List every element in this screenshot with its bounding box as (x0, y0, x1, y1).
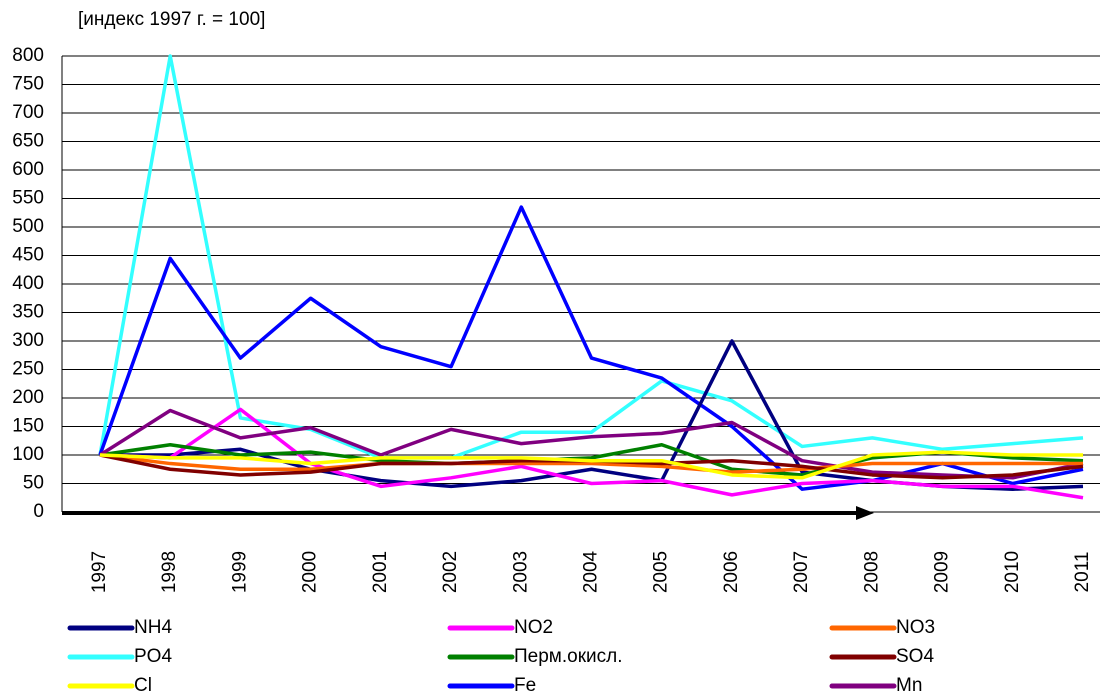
x-tick-label: 2010 (1002, 551, 1023, 593)
legend-label: PO4 (134, 646, 172, 667)
y-tick-label: 750 (12, 74, 44, 95)
y-tick-label: 800 (12, 45, 44, 66)
x-tick-label: 1999 (229, 551, 250, 593)
y-tick-label: 650 (12, 131, 44, 152)
x-tick-label: 2006 (721, 551, 742, 593)
series-line (99, 450, 1083, 480)
y-tick-label: 200 (12, 387, 44, 408)
y-tick-label: 700 (12, 102, 44, 123)
series-line (99, 453, 1083, 474)
x-tick-label: 2004 (581, 550, 602, 593)
y-tick-label: 350 (12, 302, 44, 323)
y-tick-label: 50 (23, 473, 44, 494)
legend-label: Перм.окисл. (514, 646, 623, 667)
series-line (99, 407, 1084, 500)
legend-label: NO3 (896, 617, 935, 638)
legend-label: NO2 (514, 617, 553, 638)
legend-label: Cl (134, 675, 152, 696)
y-tick-label: 250 (12, 359, 44, 380)
y-tick-label: 500 (12, 216, 44, 237)
x-tick-label: 2003 (510, 551, 531, 593)
x-tick-label: 2009 (932, 551, 953, 593)
x-tick-label: 2011 (1072, 552, 1093, 593)
series-line (99, 408, 1084, 480)
x-tick-label: 2007 (791, 551, 812, 593)
legend-label: Fe (514, 675, 536, 696)
x-tick-label: 1998 (159, 551, 180, 593)
x-tick-label: 2001 (370, 551, 391, 593)
y-tick-label: 100 (12, 444, 44, 465)
x-tick-label: 2000 (300, 551, 321, 593)
y-tick-label: 0 (33, 501, 44, 522)
axis-arrow-head (856, 506, 874, 520)
x-tick-label: 2002 (440, 551, 461, 593)
chart-title: [индекс 1997 г. = 100] (78, 9, 265, 30)
x-tick-label: 2008 (861, 551, 882, 593)
y-tick-label: 300 (12, 330, 44, 351)
y-tick-label: 550 (12, 188, 44, 209)
series-line (98, 205, 1084, 491)
x-tick-label: 2005 (651, 551, 672, 593)
y-tick-label: 600 (12, 159, 44, 180)
legend-label: NH4 (134, 617, 172, 638)
legend-label: SO4 (896, 646, 934, 667)
y-tick-label: 450 (12, 245, 44, 266)
y-tick-label: 150 (12, 416, 44, 437)
legend-label: Mn (896, 675, 922, 696)
x-tick-label: 1997 (89, 551, 110, 593)
y-tick-label: 400 (12, 273, 44, 294)
series-line (98, 54, 1084, 460)
